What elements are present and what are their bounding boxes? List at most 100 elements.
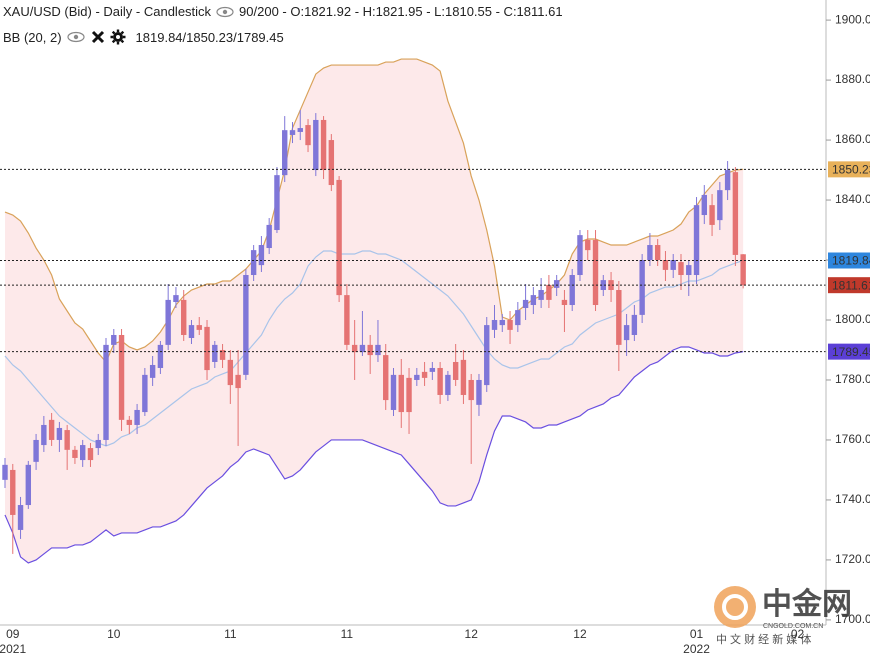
candle-body [647,245,653,261]
candle-body [204,326,210,371]
candle-body [406,377,412,413]
watermark-logo [714,586,756,628]
candle-body [118,334,125,420]
y-tick-label: 1860.00 [835,132,870,146]
x-tick-label: 01 [690,627,704,641]
candle-body [48,419,55,440]
candle-body [250,250,257,276]
candle-body [266,224,272,249]
watermark-brand: 中金网 [762,587,852,621]
candle-body [87,448,94,461]
candle-body [351,344,358,353]
indicator-header: BB (20, 2) 1819.84/1850.23/1789.45 [3,29,284,45]
chart-header: XAU/USD (Bid) - Daily - Candlestick 90/2… [3,4,563,19]
candle-body [359,344,366,353]
candle-body [320,119,327,171]
candle-body [235,374,241,389]
remove-icon[interactable] [90,29,106,45]
candle-body [670,260,676,270]
candle-body [421,371,428,378]
x-tick-label: 09 [6,627,20,641]
price-label: 1819.84 [832,254,870,268]
candle-body [41,424,47,446]
candle-body [631,314,638,335]
candle-body [2,464,8,480]
candle-body [56,427,63,440]
band-line [4,58,744,364]
candle-body [398,374,404,413]
candle-body [717,190,723,221]
candle-body [149,364,156,378]
candle-body [686,265,692,276]
candle-body [693,205,700,276]
candle-body [80,445,86,461]
candle-body [72,449,78,458]
candle-body [437,367,443,395]
candle-body [305,125,311,146]
candle-body [367,344,373,356]
candle-body [33,439,39,462]
price-label: 1811.61 [832,278,870,292]
price-label-box [828,277,870,294]
watermark-slogan: 中 文 财 经 新 媒 体 [716,632,811,646]
candle-body [709,205,715,225]
candle-body [429,367,436,372]
candle-body [414,374,420,380]
candle-body [212,344,218,362]
candle-body [724,170,731,191]
candle-body [499,319,505,326]
price-label: 1850.23 [832,163,870,177]
candle-body [196,325,202,330]
candle-body [654,245,661,261]
candle-body [616,290,622,345]
candle-body [577,235,583,276]
x-tick-label: 12 [465,627,479,641]
y-tick-label: 1880.00 [835,72,870,86]
eye-icon[interactable] [215,5,235,19]
candle-body [561,299,568,306]
candle-body [188,325,195,338]
chart-stats: 90/200 - O:1821.92 - H:1821.95 - L:1810.… [239,4,563,19]
candle-body [538,290,544,300]
candle-body [701,194,707,216]
candle-body [17,505,24,530]
x-tick-label: 02 [791,627,805,641]
candle-body [10,469,16,515]
candle-body [522,299,529,309]
candle-body [515,310,521,326]
candle-body [623,325,630,341]
candle-body [546,284,552,300]
candle-body [445,374,451,395]
candle-body [157,344,164,368]
candle-body [95,439,101,449]
candle-body [344,295,350,345]
eye-icon[interactable] [66,30,86,44]
candle-body [282,130,288,176]
candle-body [328,140,335,186]
candle-body [452,361,459,380]
y-tick-label: 1760.00 [835,432,870,446]
candle-body [383,355,389,401]
candle-body [732,172,739,255]
y-tick-label: 1780.00 [835,372,870,386]
candle-body [390,374,397,410]
candle-body [165,299,171,345]
settings-icon[interactable] [110,29,126,45]
candle-body [219,349,226,360]
band-area [5,59,744,563]
candle-body [484,325,490,386]
candle-body [103,344,109,440]
x-tick-label: 10 [107,627,121,641]
y-tick-label: 1720.00 [835,552,870,566]
price-label: 1789.45 [832,345,870,359]
candle-body [243,275,249,375]
candle-body [134,409,140,425]
candle-body [173,295,179,303]
candle-body [142,374,148,413]
candle-body [468,379,474,401]
candle-body [25,464,32,506]
candle-body [592,239,599,306]
candle-body [460,359,467,395]
candle-body [476,379,482,405]
